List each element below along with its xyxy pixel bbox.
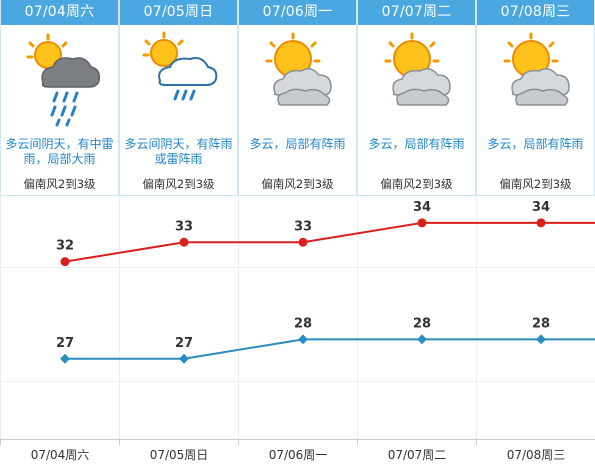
data-label: 28 (294, 316, 312, 331)
forecast-card-day3[interactable]: 07/06周一 多云，局部有阵雨 偏南风2到3级 (238, 0, 357, 196)
low-temp-point (298, 334, 308, 345)
low-temp-point (536, 334, 546, 345)
forecast-condition: 多云，局部有阵雨 (368, 137, 465, 151)
forecast-wind: 偏南风2到3级 (261, 177, 334, 191)
partly-cloudy-shower-icon (120, 29, 237, 129)
forecast-condition: 多云间阴天，有中雷雨，局部大雨 (5, 137, 114, 166)
low-temp-point (179, 353, 189, 364)
series-line-high (64, 221, 595, 263)
high-temp-point (536, 218, 546, 228)
temperature-chart: 07/04周六 07/05周日 07/06周一 07/07周二 07/08周三 32 33 3… (0, 196, 595, 472)
x-tick-label: 07/06周一 (269, 448, 328, 462)
partly-cloudy-icon (477, 29, 594, 129)
data-label: 27 (175, 336, 193, 351)
forecast-wind: 偏南风2到3级 (380, 177, 453, 191)
high-temp-point (179, 237, 189, 247)
low-temp-point (417, 334, 427, 345)
forecast-condition: 多云，局部有阵雨 (487, 137, 584, 151)
forecast-wind: 偏南风2到3级 (23, 177, 96, 191)
data-label: 33 (175, 219, 193, 234)
high-temp-point (298, 237, 308, 247)
forecast-condition: 多云，局部有阵雨 (249, 137, 346, 151)
temperature-chart-svg: 07/04周六 07/05周日 07/06周一 07/07周二 07/08周三 32 33 3… (0, 196, 595, 462)
partly-cloudy-icon (239, 29, 356, 129)
data-label: 27 (56, 336, 74, 351)
high-temp-point (417, 218, 427, 228)
series-line-low (65, 338, 595, 360)
low-temp-point (60, 353, 70, 364)
partly-cloudy-icon (358, 29, 475, 129)
forecast-date: 07/07周二 (358, 0, 475, 25)
data-label: 34 (413, 200, 431, 215)
data-label: 28 (413, 316, 431, 331)
forecast-card-day4[interactable]: 07/07周二 多云，局部有阵雨 偏南风2到3级 (357, 0, 476, 196)
forecast-condition: 多云间阴天，有阵雨或雷阵雨 (124, 137, 233, 166)
data-label: 34 (532, 200, 550, 215)
high-temp-point (60, 257, 70, 267)
forecast-card-day2[interactable]: 07/05周日 多云间阴天，有阵雨或雷阵雨 偏南风2到3级 (119, 0, 238, 196)
x-tick-label: 07/07周二 (388, 448, 447, 462)
forecast-wind: 偏南风2到3级 (142, 177, 215, 191)
forecast-date: 07/08周三 (477, 0, 594, 25)
forecast-date: 07/06周一 (239, 0, 356, 25)
x-tick-label: 07/05周日 (150, 448, 209, 462)
forecast-date: 07/05周日 (120, 0, 237, 25)
forecast-card-day1[interactable]: 07/04周六 多云间阴天，有中雷雨，局部大雨 (0, 0, 119, 196)
data-label: 32 (56, 239, 74, 254)
thunderstorm-heavy-rain-icon (1, 29, 118, 129)
data-label: 28 (532, 316, 550, 331)
x-tick-label: 07/04周六 (31, 448, 90, 462)
forecast-cards: 07/04周六 多云间阴天，有中雷雨，局部大雨 (0, 0, 595, 196)
forecast-wind: 偏南风2到3级 (499, 177, 572, 191)
forecast-card-day5[interactable]: 07/08周三 多云，局部有阵雨 偏南风2到3级 (476, 0, 595, 196)
x-tick-label: 07/08周三 (507, 448, 566, 462)
data-label: 33 (294, 219, 312, 234)
forecast-date: 07/04周六 (1, 0, 118, 25)
